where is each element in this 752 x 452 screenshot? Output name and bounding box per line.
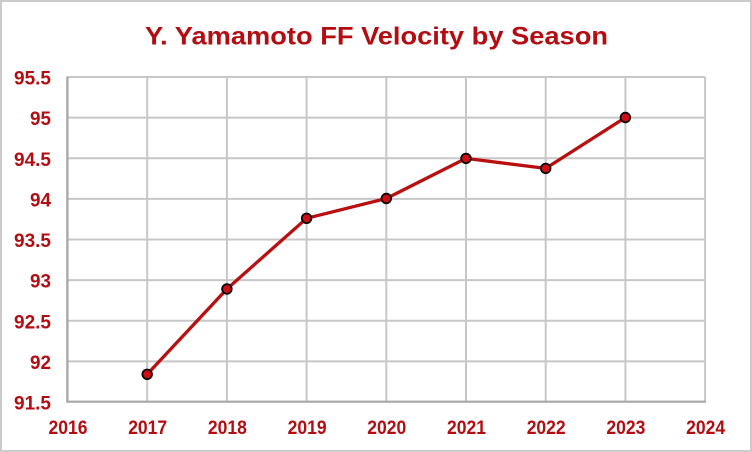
svg-text:94: 94 — [30, 190, 51, 212]
svg-text:92: 92 — [30, 352, 51, 374]
svg-text:92.5: 92.5 — [14, 311, 51, 333]
svg-text:2022: 2022 — [527, 418, 566, 439]
svg-text:95.5: 95.5 — [14, 68, 51, 90]
svg-text:2024: 2024 — [686, 418, 725, 439]
svg-text:2020: 2020 — [367, 418, 406, 439]
svg-text:2021: 2021 — [447, 418, 486, 439]
svg-text:2023: 2023 — [606, 418, 645, 439]
svg-text:2017: 2017 — [128, 418, 167, 439]
svg-text:2019: 2019 — [288, 418, 327, 439]
svg-text:93.5: 93.5 — [14, 230, 51, 252]
svg-text:95: 95 — [30, 108, 51, 130]
svg-text:Y. Yamamoto FF Velocity by Sea: Y. Yamamoto FF Velocity by Season — [145, 23, 608, 51]
svg-text:91.5: 91.5 — [14, 393, 51, 415]
svg-text:2018: 2018 — [208, 418, 247, 439]
svg-text:94.5: 94.5 — [14, 149, 51, 171]
svg-text:93: 93 — [30, 271, 51, 293]
svg-text:2016: 2016 — [49, 418, 88, 439]
